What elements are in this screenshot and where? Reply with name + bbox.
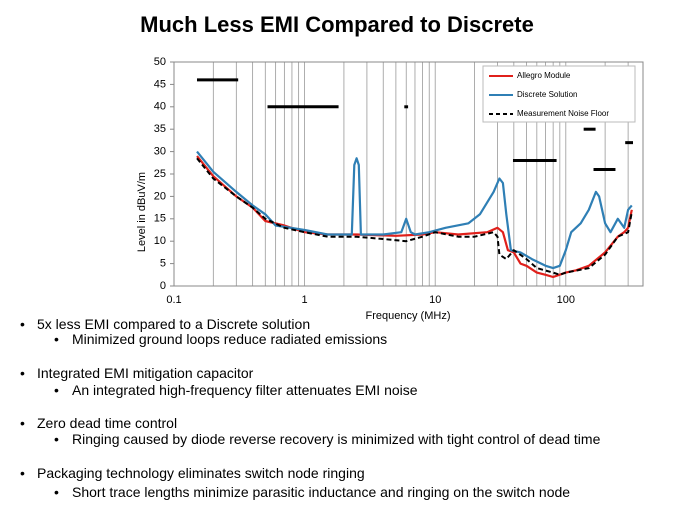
x-tick-label: 10 [429,294,441,306]
legend-label: Measurement Noise Floor [517,109,609,118]
bullet-dot: • [54,484,59,500]
bullet-dot: • [54,382,59,398]
series-line [196,150,633,270]
bullet-dot: • [54,431,59,447]
bullet-text: Packaging technology eliminates switch n… [37,465,365,481]
bullet-dot: • [20,465,25,481]
bullet-text: 5x less EMI compared to a Discrete solut… [37,316,311,332]
legend-label: Discrete Solution [517,90,577,99]
series-line [196,155,633,279]
y-tick-label: 45 [154,78,166,90]
legend-label: Allegro Module [517,71,571,80]
y-axis-label: Level in dBuV/m [136,172,148,252]
y-tick-label: 0 [160,280,166,292]
y-tick-label: 40 [154,101,166,113]
sub-bullet-text: Short trace lengths minimize parasitic i… [72,484,571,500]
sub-bullet-text: Ringing caused by diode reverse recovery… [72,431,601,447]
sub-bullet-text: Minimized ground loops reduce radiated e… [72,331,388,347]
sub-bullet-text: An integrated high-frequency filter atte… [72,382,418,398]
x-tick-label: 1 [302,294,308,306]
bullet-dot: • [20,365,25,381]
series-line [196,157,633,276]
y-tick-label: 20 [154,190,166,202]
x-tick-label: 100 [557,294,575,306]
slide-title: Much Less EMI Compared to Discrete [140,12,534,37]
y-tick-label: 25 [154,168,166,180]
x-tick-label: 0.1 [166,294,181,306]
y-tick-label: 50 [154,56,166,68]
bullet-dot: • [20,415,25,431]
y-tick-label: 10 [154,235,166,247]
bullet-text: Zero dead time control [37,415,178,431]
y-tick-label: 15 [154,213,166,225]
y-tick-label: 35 [154,123,166,135]
bullet-dot: • [54,331,59,347]
x-axis-label: Frequency (MHz) [366,310,451,322]
bullet-text: Integrated EMI mitigation capacitor [37,365,254,381]
bullet-dot: • [20,316,25,332]
plot-frame [173,61,644,287]
y-tick-label: 30 [154,146,166,158]
y-tick-label: 5 [160,258,166,270]
